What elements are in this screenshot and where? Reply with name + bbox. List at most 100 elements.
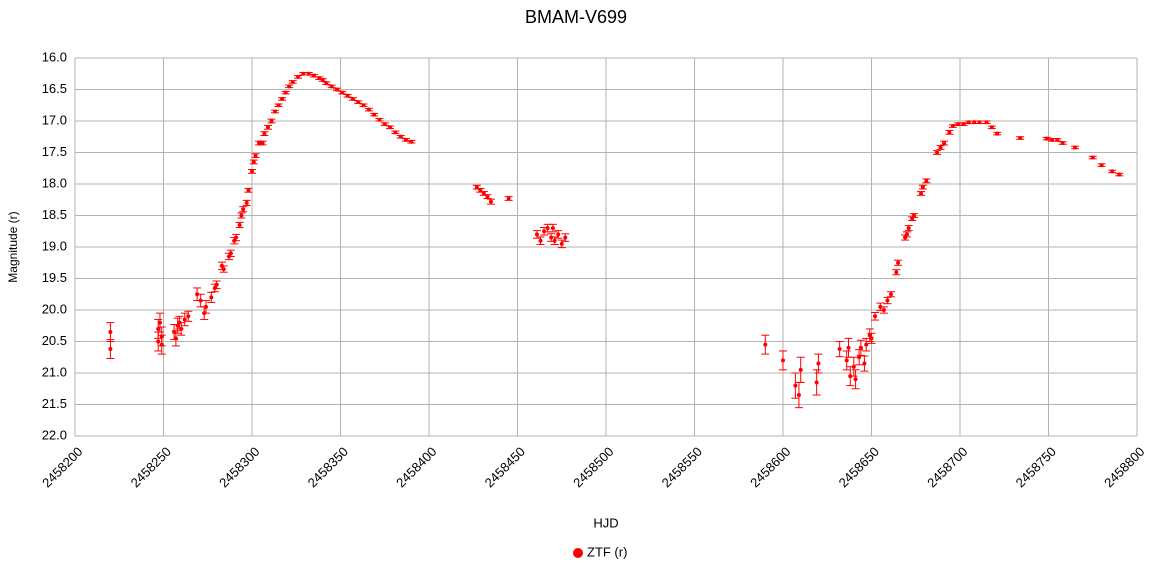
data-point	[287, 84, 292, 89]
data-point	[350, 96, 355, 101]
legend-label: ZTF (r)	[587, 544, 627, 559]
data-point	[156, 339, 161, 344]
x-tick-label: 2458350	[305, 444, 351, 490]
x-tick-label: 2458750	[1013, 444, 1059, 490]
data-point	[857, 355, 862, 360]
data-point	[888, 292, 893, 297]
data-point	[209, 295, 214, 300]
data-point	[1073, 145, 1078, 150]
data-point	[846, 345, 851, 350]
data-point	[781, 358, 785, 363]
data-point	[260, 141, 265, 146]
x-axis-label: HJD	[593, 515, 618, 530]
data-point	[228, 251, 233, 256]
data-point	[329, 84, 334, 89]
data-point	[388, 125, 393, 130]
data-point	[334, 87, 339, 92]
data-point	[320, 78, 325, 83]
legend-marker	[573, 548, 583, 558]
y-tick-label: 16.0	[42, 49, 67, 64]
data-point	[156, 326, 161, 331]
y-tick-label: 18.0	[42, 175, 67, 190]
data-point	[896, 260, 901, 265]
x-tick-label: 2458500	[570, 444, 616, 490]
data-point	[393, 130, 398, 135]
data-point	[265, 125, 270, 130]
data-point	[1050, 137, 1055, 142]
data-point	[858, 345, 863, 350]
data-point	[324, 81, 329, 86]
y-tick-label: 17.5	[42, 144, 67, 159]
data-point	[972, 120, 977, 125]
data-point	[372, 112, 377, 117]
data-point	[550, 226, 555, 231]
chart-title: BMAM-V699	[525, 7, 627, 27]
data-point	[793, 383, 798, 388]
data-point	[864, 342, 869, 347]
data-point	[947, 130, 952, 135]
data-point	[488, 199, 493, 204]
data-point	[237, 222, 242, 227]
data-point	[956, 122, 961, 127]
data-point	[221, 267, 226, 272]
data-point	[398, 134, 403, 139]
data-point	[1055, 137, 1060, 142]
data-point	[250, 169, 254, 174]
data-point	[239, 213, 244, 218]
data-point	[934, 150, 939, 155]
data-point	[844, 358, 849, 363]
data-point	[881, 308, 886, 312]
data-point	[867, 333, 872, 338]
data-point	[345, 93, 350, 98]
data-point	[234, 235, 239, 240]
data-point	[179, 326, 184, 331]
data-point	[244, 200, 249, 205]
y-tick-label: 22.0	[42, 427, 67, 442]
data-point	[311, 73, 316, 78]
data-point	[853, 377, 858, 382]
x-tick-label: 2458450	[482, 444, 528, 490]
data-point	[301, 71, 306, 76]
data-point	[924, 178, 929, 183]
data-point	[961, 122, 966, 127]
data-point	[214, 282, 219, 287]
data-point	[280, 96, 285, 101]
data-point	[290, 79, 295, 84]
x-tick-label: 2458400	[393, 444, 439, 490]
x-tick-label: 2458650	[836, 444, 882, 490]
data-point	[403, 137, 408, 142]
data-point	[241, 207, 246, 212]
data-point	[1060, 141, 1065, 146]
data-point	[534, 232, 539, 237]
data-point	[377, 117, 382, 122]
data-point	[356, 100, 361, 105]
data-point	[796, 393, 801, 398]
data-point	[340, 90, 345, 95]
x-tick-label: 2458200	[39, 444, 85, 490]
data-point	[182, 317, 187, 322]
data-point	[108, 330, 113, 335]
data-point	[911, 213, 916, 218]
data-point	[269, 119, 274, 123]
data-point	[157, 320, 162, 325]
data-point	[556, 232, 561, 237]
data-point	[552, 238, 557, 243]
data-point	[1117, 172, 1122, 177]
data-point	[862, 361, 867, 366]
data-point	[920, 185, 925, 190]
y-tick-label: 21.0	[42, 364, 67, 379]
x-tick-label: 2458250	[128, 444, 174, 490]
data-point	[798, 367, 803, 372]
data-point	[869, 336, 874, 341]
data-point	[366, 107, 371, 112]
y-tick-label: 19.5	[42, 270, 67, 285]
data-point	[296, 74, 301, 79]
data-point	[938, 145, 943, 150]
data-point	[173, 336, 178, 341]
data-point	[538, 238, 543, 243]
data-point	[159, 342, 164, 347]
y-tick-label: 21.5	[42, 396, 67, 411]
data-point	[837, 347, 842, 352]
x-tick-label: 2458300	[216, 444, 262, 490]
